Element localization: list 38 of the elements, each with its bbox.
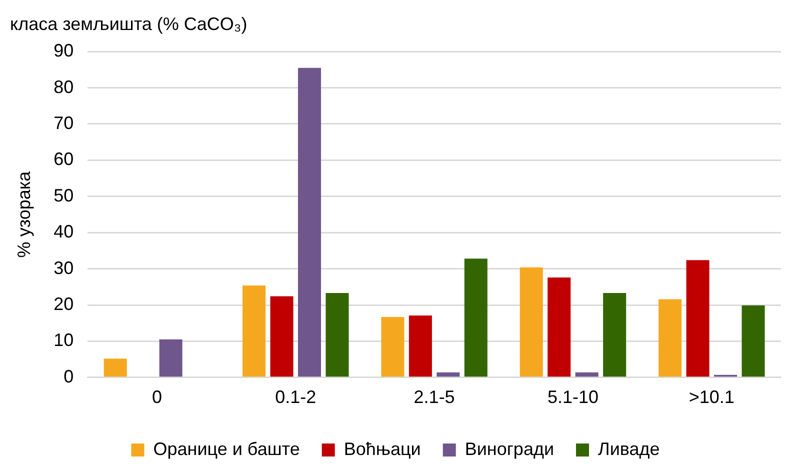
x-tick-label: 0.1-2 [275,387,316,408]
legend-label: Воћњаци [344,438,421,459]
y-tick-label: 0 [64,366,74,386]
y-tick-label: 60 [54,149,74,170]
y-tick-label: 30 [54,258,74,278]
bar [742,305,765,377]
y-tick-label: 50 [54,185,74,206]
bar [575,372,598,377]
y-tick-label: 40 [54,222,74,242]
y-tick-label: 70 [54,112,74,133]
bar [381,316,404,377]
y-tick-label: 90 [54,40,74,61]
bar [408,316,432,377]
bar [520,267,543,377]
bar [548,277,571,377]
bar [298,68,322,377]
y-tick-label: 10 [54,330,74,350]
legend-label: Оранице и баште [153,438,300,459]
bar [658,299,682,377]
bar [242,285,266,377]
y-tick-label: 80 [54,76,74,97]
legend-label: Виногради [464,438,554,459]
bar [326,293,349,377]
bar [270,296,294,377]
bar [686,260,710,377]
x-tick-label: 2.1-5 [414,387,455,408]
chart-title: класа земљишта (% CaCO₃) [10,14,248,34]
x-tick-label: >10.1 [688,387,734,408]
y-tick-label: 20 [54,294,74,314]
x-tick-label: 0 [152,387,162,408]
bar [436,372,460,377]
bar [159,339,182,377]
bar [464,258,488,377]
bar [104,358,127,377]
legend-label: Ливаде [598,438,660,459]
x-tick-label: 5.1-10 [547,387,599,408]
bar [603,293,626,377]
y-axis-title: % узорака [14,170,34,258]
